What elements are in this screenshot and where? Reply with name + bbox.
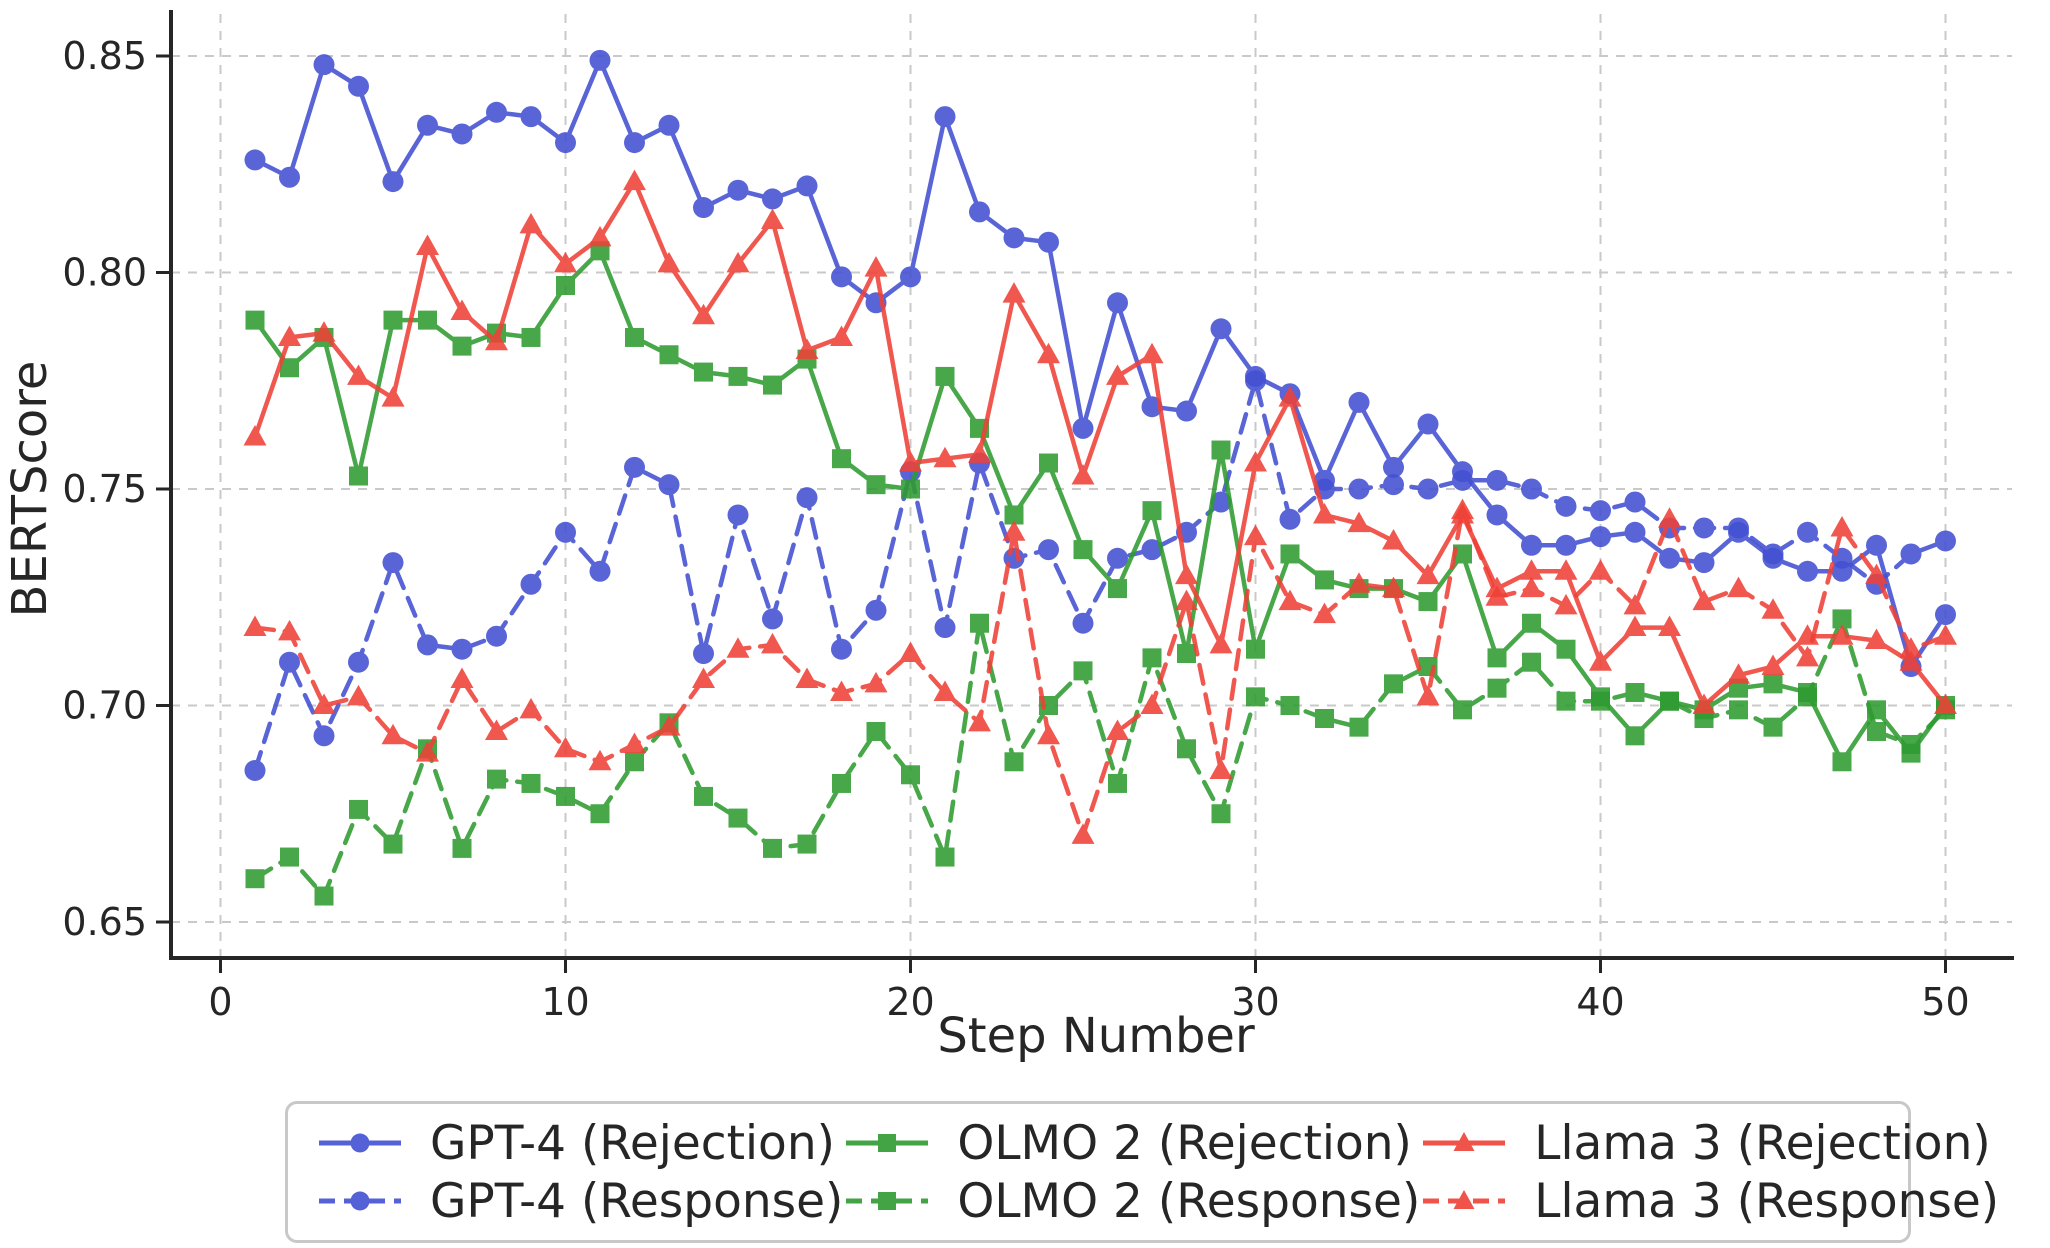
legend: GPT-4 (Rejection) GPT-4 (Response) OLMO … xyxy=(285,1101,1999,1243)
legend-item-llama3-response: Llama 3 (Response) xyxy=(1420,1178,1999,1225)
legend-sample-llama3-rejection xyxy=(1423,1132,1506,1151)
legend-item-llama3-rejection: Llama 3 (Rejection) xyxy=(1420,1120,1999,1167)
legend-label: Llama 3 (Rejection) xyxy=(1534,1115,1991,1171)
y-tick-label: 0.85 xyxy=(62,34,147,78)
series-line xyxy=(252,179,1948,708)
legend-label: GPT-4 (Response) xyxy=(430,1173,844,1229)
legend-sample-olmo2-rejection xyxy=(846,1134,929,1152)
x-axis-label: Step Number xyxy=(937,1008,1255,1064)
legend-item-gpt4-response: GPT-4 (Response) xyxy=(316,1178,843,1225)
series-llama3-response xyxy=(243,498,1957,844)
legend-sample-gpt4-response xyxy=(319,1191,401,1211)
series-olmo2-response xyxy=(245,609,1955,906)
y-tick-label: 0.65 xyxy=(62,900,147,944)
legend-sample-olmo2-response xyxy=(846,1192,929,1210)
series-line xyxy=(252,58,1948,669)
legend-item-olmo2-response: OLMO 2 (Response) xyxy=(843,1178,1420,1225)
y-tick-label: 0.80 xyxy=(62,251,147,295)
legend-label: OLMO 2 (Response) xyxy=(957,1173,1421,1229)
legend-item-olmo2-rejection: OLMO 2 (Rejection) xyxy=(843,1120,1420,1167)
y-axis-label: BERTScore xyxy=(2,361,58,618)
axis-tick-labels: 0.65 0.70 0.75 0.80 0.85 0 10 20 30 40 50 xyxy=(62,34,1969,1024)
x-tick-label: 20 xyxy=(886,980,934,1024)
x-tick-label: 50 xyxy=(1921,980,1969,1024)
legend-item-gpt4-rejection: GPT-4 (Rejection) xyxy=(316,1120,843,1167)
axis-ticks xyxy=(156,54,1947,973)
series-llama3-rejection xyxy=(243,169,1957,714)
series-gpt4-response xyxy=(244,370,1956,781)
gridlines xyxy=(171,14,2012,958)
legend-label: GPT-4 (Rejection) xyxy=(430,1115,835,1171)
x-tick-label: 40 xyxy=(1576,980,1624,1024)
axes-spines xyxy=(169,10,2014,960)
series-line xyxy=(252,616,1948,899)
legend-label: Llama 3 (Response) xyxy=(1534,1173,2000,1229)
series-line xyxy=(252,248,1948,765)
series-line xyxy=(252,378,1948,773)
y-tick-label: 0.70 xyxy=(62,684,147,728)
x-tick-label: 30 xyxy=(1231,980,1279,1024)
legend-sample-gpt4-rejection xyxy=(319,1133,401,1153)
y-tick-label: 0.75 xyxy=(62,467,147,511)
legend-sample-llama3-response xyxy=(1423,1190,1506,1209)
x-tick-label: 10 xyxy=(541,980,589,1024)
legend-label: OLMO 2 (Rejection) xyxy=(957,1115,1412,1171)
series-gpt4-rejection xyxy=(244,49,1956,678)
x-tick-label: 0 xyxy=(208,980,232,1024)
